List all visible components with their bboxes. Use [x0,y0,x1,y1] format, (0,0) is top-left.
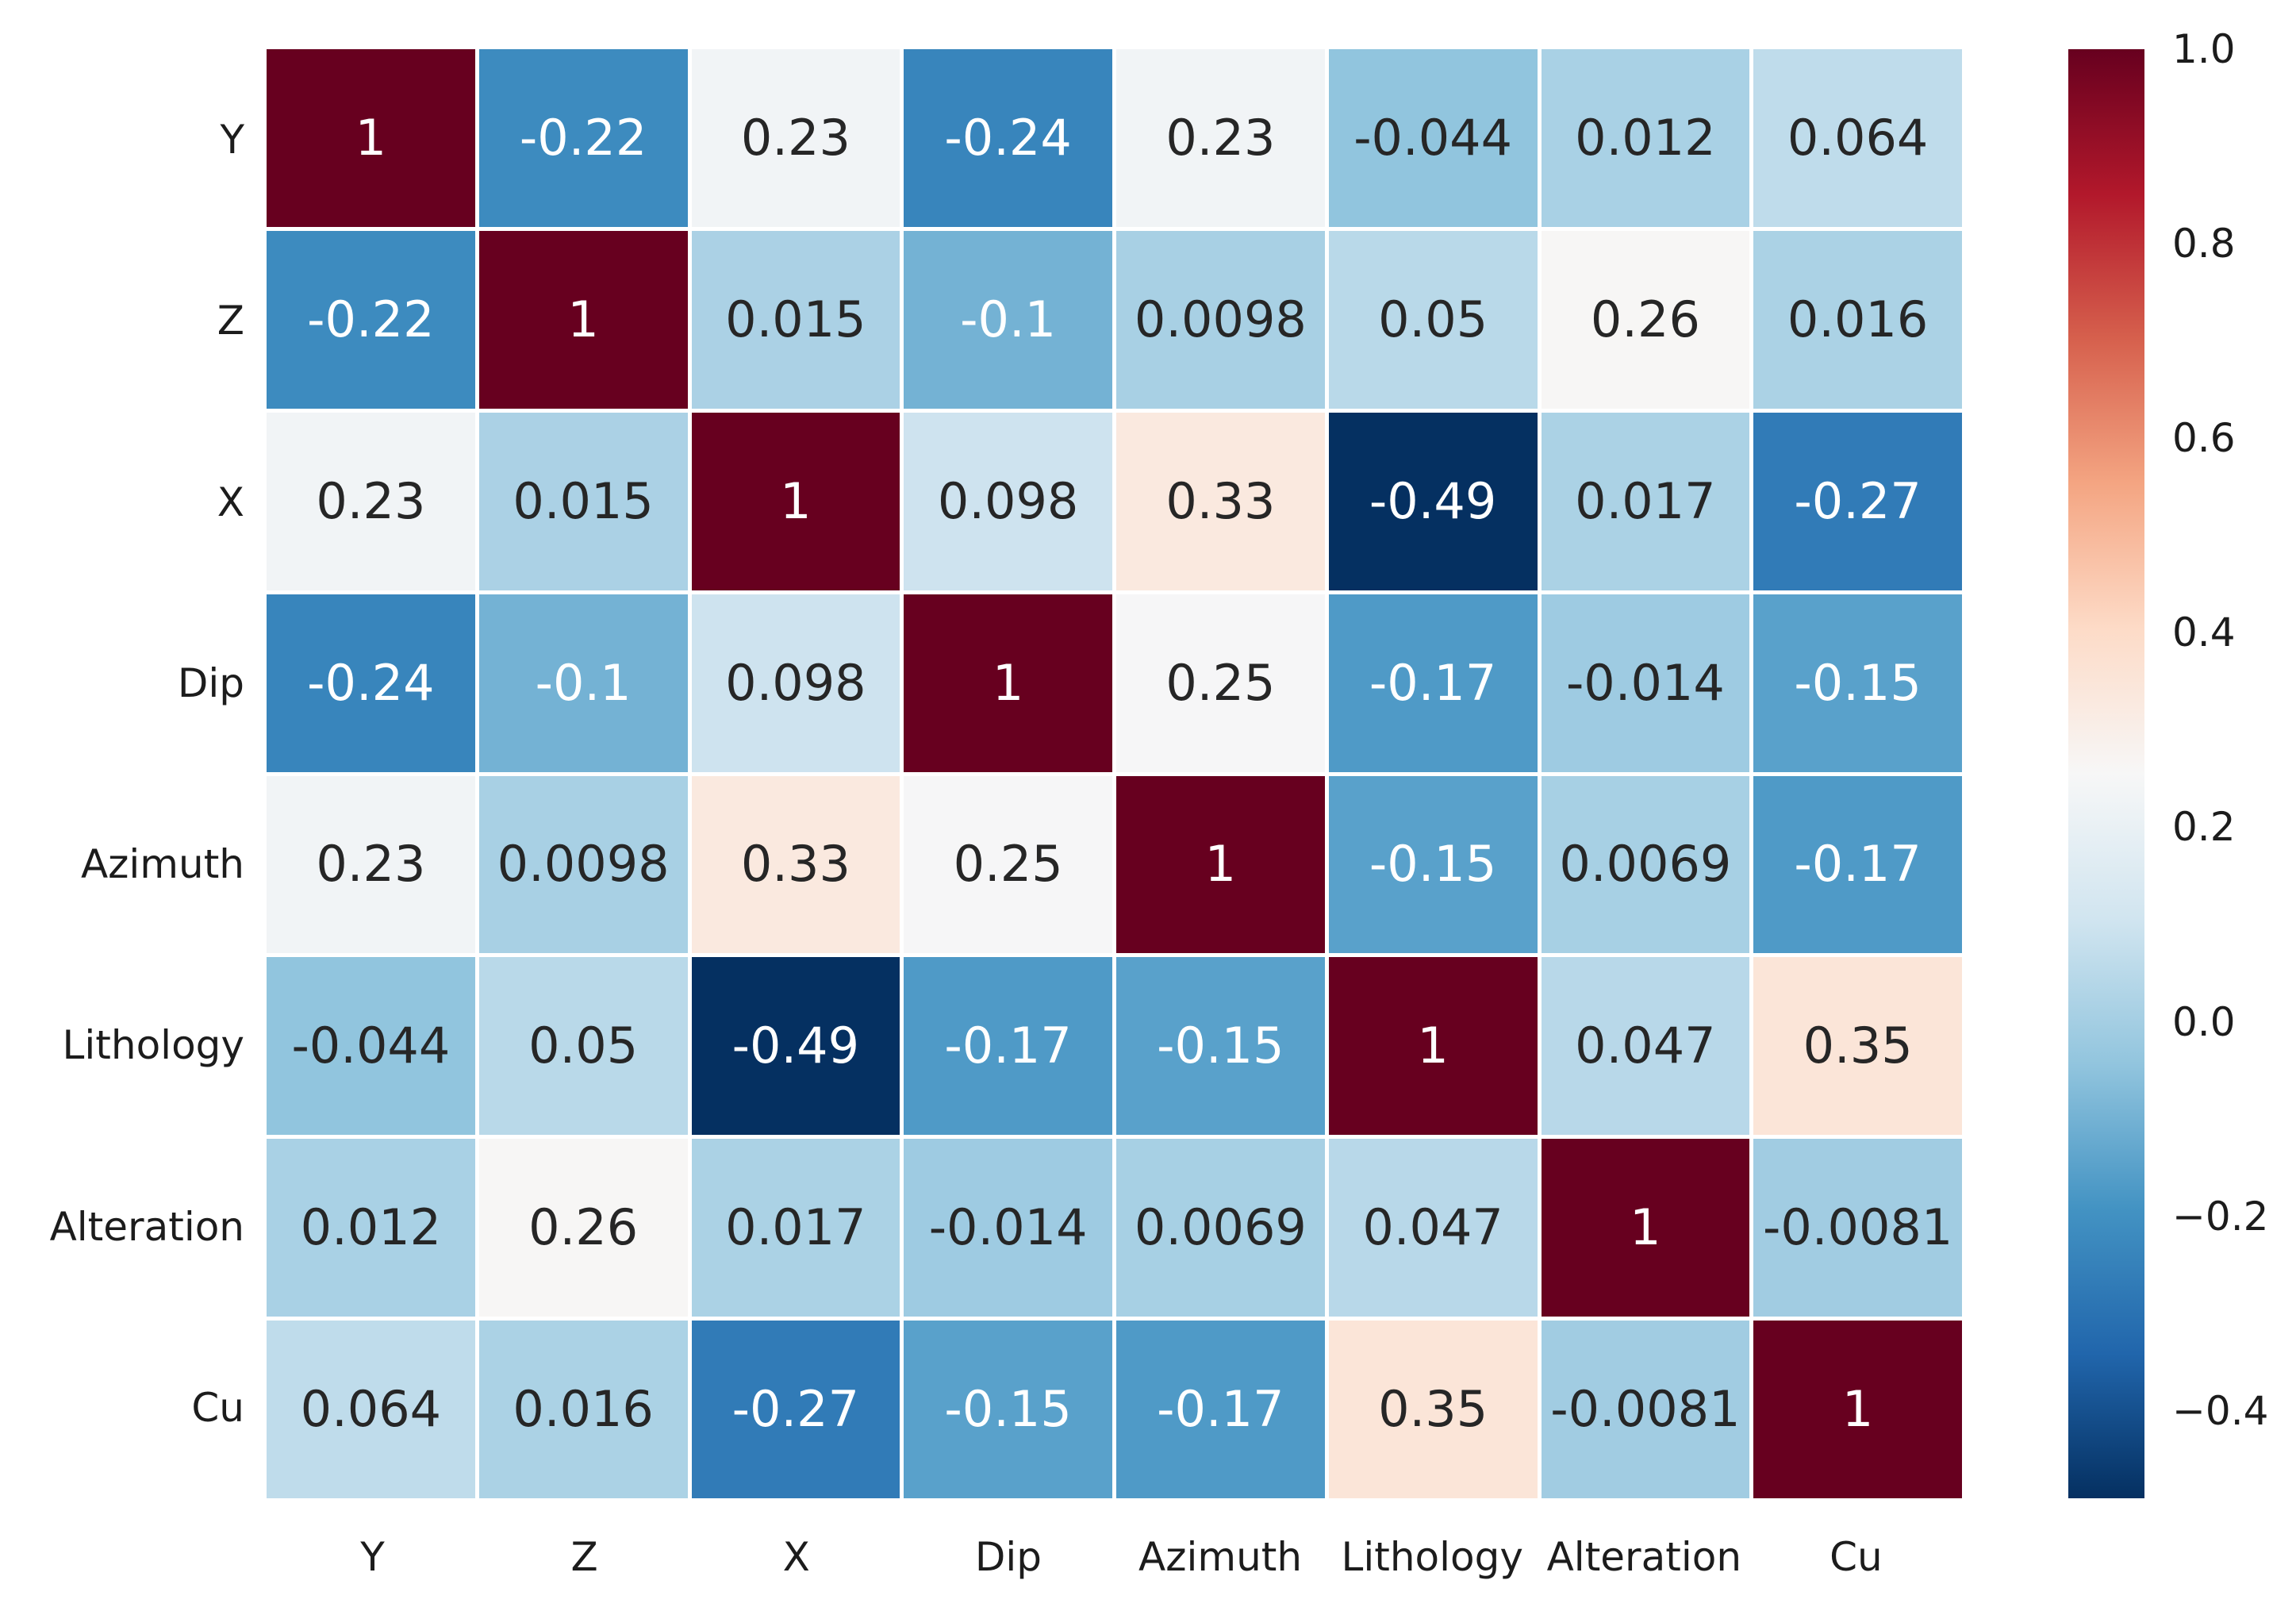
heatmap-cell-Lithology-Z: 0.05 [478,957,688,1136]
heatmap-cell-Alteration-Alteration: 1 [1541,1139,1750,1317]
heatmap-cell-Lithology-Lithology: 1 [1328,957,1538,1136]
heatmap-cell-Dip-Dip: 1 [904,594,1112,772]
heatmap-cell-Cu-X: -0.27 [691,1321,900,1498]
heatmap-cell-Lithology-X: -0.49 [691,957,900,1136]
heatmap-cell-Cu-Z: 0.016 [478,1321,688,1498]
heatmap-cell-Alteration-Lithology: 0.047 [1328,1139,1538,1317]
heatmap-cell-Azimuth-Dip: 0.25 [904,775,1112,954]
colorbar-tick-0.4: 0.4 [2172,609,2236,656]
heatmap-cell-Lithology-Cu: 0.35 [1753,957,1962,1136]
heatmap-cell-Cu-Cu: 1 [1753,1321,1962,1498]
x-axis-label-X: X [782,1534,810,1580]
heatmap-cell-Dip-Alteration: -0.014 [1541,594,1750,772]
heatmap-cell-Z-Azimuth: 0.0098 [1116,230,1325,409]
x-axis-label-Z: Z [570,1534,598,1580]
heatmap-cell-Cu-Dip: -0.15 [904,1321,1112,1498]
y-axis-label-Alteration: Alteration [49,1203,244,1250]
heatmap-cell-Cu-Y: 0.064 [267,1321,475,1498]
colorbar-tick-−0.4: −0.4 [2172,1387,2269,1434]
y-axis-label-Dip: Dip [177,659,244,706]
heatmap-cell-X-Cu: -0.27 [1753,412,1962,590]
heatmap-cell-Dip-Azimuth: 0.25 [1116,594,1325,772]
colorbar-tick-0.8: 0.8 [2172,221,2236,267]
heatmap-cell-X-Alteration: 0.017 [1541,412,1750,590]
heatmap-cell-Y-Azimuth: 0.23 [1116,49,1325,227]
heatmap-cell-Z-X: 0.015 [691,230,900,409]
heatmap-cell-Dip-Y: -0.24 [267,594,475,772]
heatmap-cell-Azimuth-Cu: -0.17 [1753,775,1962,954]
heatmap-cell-Y-Lithology: -0.044 [1328,49,1538,227]
heatmap-cell-Cu-Alteration: -0.0081 [1541,1321,1750,1498]
heatmap-cell-Alteration-Y: 0.012 [267,1139,475,1317]
heatmap-cell-X-Dip: 0.098 [904,412,1112,590]
colorbar [2068,49,2144,1498]
heatmap-cell-Alteration-Azimuth: 0.0069 [1116,1139,1325,1317]
heatmap-cell-Z-Y: -0.22 [267,230,475,409]
heatmap-cell-Z-Lithology: 0.05 [1328,230,1538,409]
heatmap-cell-Y-Dip: -0.24 [904,49,1112,227]
colorbar-gradient [2068,49,2144,1498]
y-axis-label-Y: Y [220,117,244,163]
heatmap-cell-Dip-X: 0.098 [691,594,900,772]
heatmap-cell-Y-Z: -0.22 [478,49,688,227]
heatmap-cell-Azimuth-Lithology: -0.15 [1328,775,1538,954]
heatmap-cell-Cu-Azimuth: -0.17 [1116,1321,1325,1498]
heatmap-cell-X-Azimuth: 0.33 [1116,412,1325,590]
colorbar-tick-0.6: 0.6 [2172,415,2236,462]
heatmap-cell-Lithology-Dip: -0.17 [904,957,1112,1136]
heatmap-cell-Y-X: 0.23 [691,49,900,227]
colorbar-tick-0.2: 0.2 [2172,804,2236,851]
x-axis-label-Cu: Cu [1830,1534,1883,1580]
y-axis-label-Lithology: Lithology [62,1022,244,1069]
heatmap-cell-Alteration-X: 0.017 [691,1139,900,1317]
heatmap-cell-Alteration-Dip: -0.014 [904,1139,1112,1317]
x-axis-label-Y: Y [360,1534,385,1580]
x-axis-label-Azimuth: Azimuth [1138,1534,1303,1580]
colorbar-tick-−0.2: −0.2 [2172,1193,2269,1240]
heatmap-cell-Cu-Lithology: 0.35 [1328,1321,1538,1498]
heatmap-cell-Dip-Z: -0.1 [478,594,688,772]
y-axis-label-Z: Z [217,298,244,344]
heatmap-cell-X-Y: 0.23 [267,412,475,590]
x-axis-label-Alteration: Alteration [1546,1534,1742,1580]
heatmap-cell-Z-Alteration: 0.26 [1541,230,1750,409]
heatmap-cell-Z-Z: 1 [478,230,688,409]
heatmap-grid: 1 -0.22 0.23 -0.24 0.23 -0.044 0.012 0.064 -0.22… [267,49,1962,1498]
heatmap-cell-Lithology-Y: -0.044 [267,957,475,1136]
heatmap-cell-Z-Dip: -0.1 [904,230,1112,409]
heatmap-cell-Azimuth-X: 0.33 [691,775,900,954]
heatmap-cell-Azimuth-Azimuth: 1 [1116,775,1325,954]
colorbar-tick-1.0: 1.0 [2172,26,2236,72]
x-axis-label-Lithology: Lithology [1341,1534,1523,1580]
y-axis-label-Azimuth: Azimuth [80,841,244,888]
heatmap-cell-X-Z: 0.015 [478,412,688,590]
heatmap-cell-Lithology-Azimuth: -0.15 [1116,957,1325,1136]
x-axis-label-Dip: Dip [974,1534,1042,1580]
heatmap-cell-Lithology-Alteration: 0.047 [1541,957,1750,1136]
heatmap-cell-Y-Cu: 0.064 [1753,49,1962,227]
heatmap-cell-Alteration-Cu: -0.0081 [1753,1139,1962,1317]
y-axis-label-X: X [217,479,244,525]
heatmap-cell-X-X: 1 [691,412,900,590]
heatmap-cell-Azimuth-Z: 0.0098 [478,775,688,954]
colorbar-tick-0.0: 0.0 [2172,998,2236,1045]
heatmap-cell-Y-Y: 1 [267,49,475,227]
heatmap-cell-Alteration-Z: 0.26 [478,1139,688,1317]
y-axis-label-Cu: Cu [191,1384,244,1431]
heatmap-cell-X-Lithology: -0.49 [1328,412,1538,590]
heatmap-cell-Y-Alteration: 0.012 [1541,49,1750,227]
heatmap-cell-Dip-Lithology: -0.17 [1328,594,1538,772]
heatmap-cell-Z-Cu: 0.016 [1753,230,1962,409]
heatmap-cell-Azimuth-Alteration: 0.0069 [1541,775,1750,954]
heatmap-cell-Azimuth-Y: 0.23 [267,775,475,954]
heatmap-cell-Dip-Cu: -0.15 [1753,594,1962,772]
